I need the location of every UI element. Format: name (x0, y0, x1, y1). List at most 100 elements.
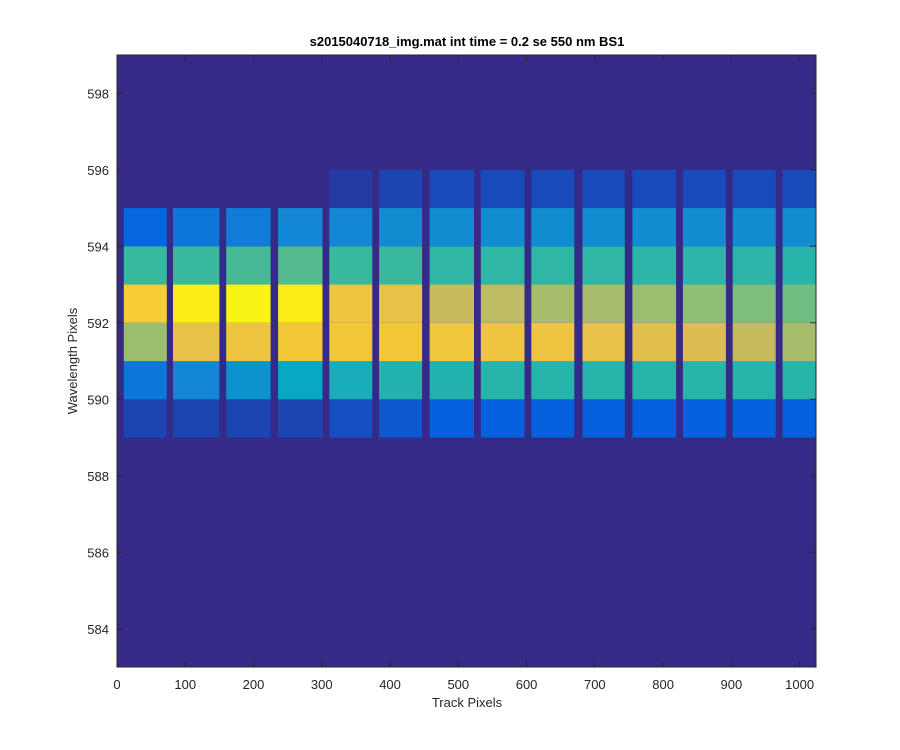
heatmap-cell (329, 361, 373, 400)
heatmap-cell (379, 399, 423, 438)
heatmap-cell (632, 208, 677, 247)
heatmap-cell (173, 246, 220, 285)
y-tick-label: 594 (87, 239, 109, 254)
heatmap-cell (429, 284, 474, 323)
x-axis: 0 100 200 300 400 500 600 700 800 900 1000 (113, 55, 814, 692)
heatmap-cell (379, 246, 423, 285)
heatmap-cell (682, 208, 726, 247)
heatmap-cell (429, 361, 474, 400)
heatmap-cell (782, 322, 816, 362)
y-tick-label: 588 (87, 469, 109, 484)
heatmap-cell (123, 322, 167, 362)
heatmap-cell (480, 169, 525, 209)
heatmap-cell (480, 399, 525, 438)
heatmap-cell (226, 399, 271, 438)
x-tick-label: 700 (584, 677, 606, 692)
heatmap-cell (682, 169, 726, 209)
heatmap-cell (480, 322, 525, 362)
heatmap-cell (632, 169, 677, 209)
heatmap-cell (782, 169, 816, 209)
heatmap-cell (123, 208, 167, 247)
heatmap-cell (329, 284, 373, 323)
heatmap-cell (278, 284, 323, 323)
heatmap-cell (632, 322, 677, 362)
heatmap-cell (278, 208, 323, 247)
heatmap-cell (226, 208, 271, 247)
x-tick-label: 600 (516, 677, 538, 692)
heatmap-cell (582, 284, 625, 323)
heatmap-cell (278, 169, 323, 209)
heatmap-cell (582, 361, 625, 400)
heatmap-cell (782, 361, 816, 400)
heatmap-cell (531, 399, 575, 438)
heatmap-cell (123, 399, 167, 438)
plot-area (116, 54, 817, 668)
heatmap-cell (329, 322, 373, 362)
y-tick-label: 586 (87, 545, 109, 560)
heatmap-cell (173, 208, 220, 247)
x-tick-label: 900 (721, 677, 743, 692)
heatmap-cell (278, 361, 323, 400)
heatmap-cell (278, 399, 323, 438)
heatmap-cell (582, 322, 625, 362)
chart-title: s2015040718_img.mat int time = 0.2 se 55… (310, 34, 625, 49)
heatmap-cell (732, 246, 776, 285)
heatmap-cell (123, 361, 167, 400)
heatmap-cell (480, 284, 525, 323)
heatmap-cell (782, 399, 816, 438)
heatmap-cell (582, 246, 625, 285)
heatmap-cell (531, 169, 575, 209)
heatmap-cell (582, 169, 625, 209)
heatmap-cell (379, 169, 423, 209)
heatmap-cell (226, 322, 271, 362)
heatmap-cell (531, 208, 575, 247)
heatmap-cell (173, 361, 220, 400)
heatmap-cell (632, 246, 677, 285)
x-tick-label: 500 (447, 677, 469, 692)
heatmap-cell (682, 284, 726, 323)
heatmap-cell (226, 246, 271, 285)
x-tick-label: 300 (311, 677, 333, 692)
heatmap-cell (173, 322, 220, 362)
heatmap-cell (732, 361, 776, 400)
heatmap-cell (632, 361, 677, 400)
heatmap-cell (782, 284, 816, 323)
heatmap-cell (480, 361, 525, 400)
y-axis-label: Wavelength Pixels (65, 307, 80, 414)
heatmap-cell (278, 322, 323, 362)
heatmap-cell (379, 322, 423, 362)
heatmap-cell (531, 361, 575, 400)
heatmap-cell (123, 246, 167, 285)
heatmap-cell (682, 399, 726, 438)
heatmap-cell (173, 169, 220, 209)
heatmap-cell (732, 399, 776, 438)
heatmap-cell (582, 399, 625, 438)
x-tick-label: 200 (243, 677, 265, 692)
y-tick-label: 592 (87, 316, 109, 331)
heatmap-cell (429, 322, 474, 362)
heatmap-cell (732, 169, 776, 209)
x-tick-label: 100 (174, 677, 196, 692)
axes-box (116, 54, 817, 668)
heatmap-cell (531, 284, 575, 323)
x-tick-label: 800 (652, 677, 674, 692)
heatmap-cell (782, 208, 816, 247)
heatmap-cell (173, 284, 220, 323)
y-tick-label: 596 (87, 163, 109, 178)
heatmap-cell (682, 246, 726, 285)
heatmap-cell (732, 322, 776, 362)
heatmap-cell (732, 208, 776, 247)
heatmap-cell (632, 284, 677, 323)
x-axis-label: Track Pixels (432, 695, 503, 710)
y-tick-label: 584 (87, 622, 109, 637)
heatmap-cell (531, 246, 575, 285)
x-tick-label: 1000 (785, 677, 814, 692)
heatmap-cell (379, 284, 423, 323)
heatmap-cell (682, 361, 726, 400)
x-tick-label: 0 (113, 677, 120, 692)
heatmap-cell (329, 169, 373, 209)
y-tick-label: 598 (87, 86, 109, 101)
heatmap-cell (782, 246, 816, 285)
heatmap-cell (123, 284, 167, 323)
